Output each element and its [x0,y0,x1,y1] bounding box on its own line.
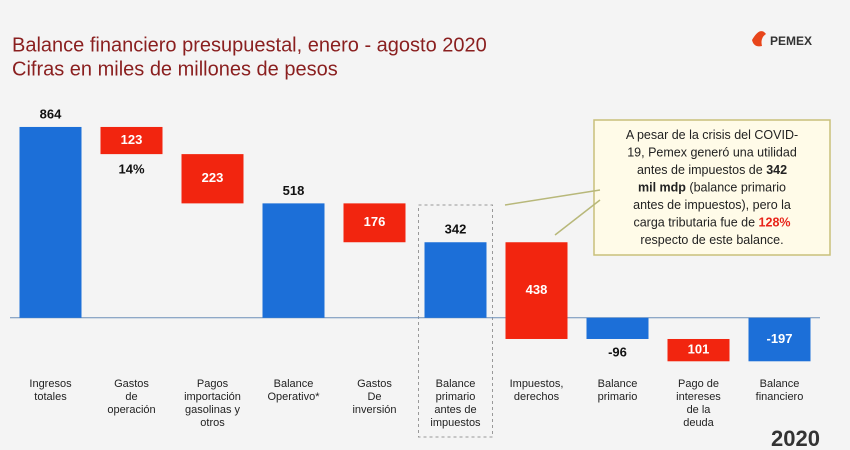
x-tick-label-line: financiero [756,391,804,403]
annotation-line: carga tributaria fue de 128% [633,216,790,230]
value-label: -96 [608,344,627,359]
bar-note: 14% [118,162,144,177]
x-tick-label: Balance primario antes de impuestos [430,378,481,429]
annotation-line: A pesar de la crisis del COVID- [626,128,798,142]
x-tick-label-line: intereses [676,391,721,403]
annotation-line: 19, Pemex generó una utilidad [627,146,797,160]
chart-subtitle: Cifras en miles de millones de pesos [12,58,338,80]
bar [262,203,325,318]
x-tick-label-line: primario [598,391,638,403]
x-tick-label: Gastos De inversión [352,378,396,416]
bar [181,154,244,204]
annotation-arrow [554,199,601,236]
annotation-line: mil mdp (balance primario [638,181,786,195]
annotation-segment: 342 [766,163,787,177]
x-tick-label-line: Balance [760,378,800,390]
x-tick-label-line: Gastos [114,378,149,390]
value-label: 342 [445,222,467,237]
annotation-line: respecto de este balance. [640,233,783,247]
bar [19,126,82,318]
x-tick-label-line: Pagos [197,378,229,390]
x-tick-label: Balance primario [598,378,638,403]
x-tick-label-line: deuda [683,417,714,429]
x-tick-label: Pago de intereses de la deuda [676,378,721,429]
annotation-segment: 128% [759,216,791,230]
value-label: 864 [40,106,62,121]
logo: PEMEX [770,34,812,48]
bar [748,317,811,362]
x-tick-label-line: Gastos [357,378,392,390]
bar [586,317,649,339]
bar [343,203,406,243]
value-label: 518 [283,183,305,198]
annotation-line: antes de impuestos), pero la [633,198,791,212]
value-label: 223 [202,170,224,185]
annotation-arrow [504,189,601,206]
x-tick-label-line: De [367,391,381,403]
x-tick-label-line: de la [687,404,712,416]
bar [667,338,730,362]
x-tick-label-line: Balance [436,378,476,390]
logo-icon [752,31,766,47]
x-tick-label: Balance financiero [756,378,804,403]
annotation-box [593,119,831,256]
x-tick-label-line: derechos [514,391,560,403]
value-label: -197 [766,331,792,346]
x-tick-label-line: inversión [352,404,396,416]
x-tick-label-line: Operativo* [268,391,321,403]
x-tick-label: Gastos de operación [107,378,155,416]
chart-title: Balance financiero presupuestal, enero -… [12,34,487,56]
x-tick-label-line: antes de [434,404,476,416]
annotation-segment: respecto de este balance. [640,233,783,247]
value-label: 101 [688,342,710,357]
annotation-segment: A pesar de la crisis del COVID- [626,128,798,142]
annotation-line: antes de impuestos de 342 [637,163,787,177]
annotation-segment: antes de impuestos), pero la [633,198,791,212]
x-tick-label: Pagos importación gasolinas y otros [184,378,241,429]
bar [100,126,163,155]
x-tick-label-line: importación [184,391,241,403]
x-tick-label-line: Ingresos [29,378,72,390]
year-badge: 2020 [771,426,820,450]
annotation-segment: mil mdp [638,181,686,195]
x-tick-label: Balance Operativo* [268,378,321,403]
x-tick-label: Impuestos, derechos [510,378,564,403]
annotation-segment: antes de impuestos de [637,163,766,177]
bar [424,242,487,318]
bar [505,242,568,339]
x-tick-label-line: Pago de [678,378,719,390]
x-tick-label-line: Balance [598,378,638,390]
x-tick-label-line: primario [436,391,476,403]
x-tick-label-line: operación [107,404,155,416]
annotation-segment: (balance primario [686,181,786,195]
x-tick-label-line: otros [200,417,225,429]
x-tick-label-line: gasolinas y [185,404,241,416]
x-tick-label-line: totales [34,391,67,403]
highlight-box [418,204,493,438]
x-tick-label: Ingresos totales [29,378,72,403]
annotation-segment: 19, Pemex generó una utilidad [627,146,797,160]
x-tick-label-line: impuestos [430,417,481,429]
value-label: 123 [121,132,143,147]
x-tick-label-line: Impuestos, [510,378,564,390]
annotation-segment: carga tributaria fue de [633,216,758,230]
value-label: 176 [364,214,386,229]
x-tick-label-line: de [125,391,137,403]
x-tick-label-line: Balance [274,378,314,390]
value-label: 438 [526,282,548,297]
